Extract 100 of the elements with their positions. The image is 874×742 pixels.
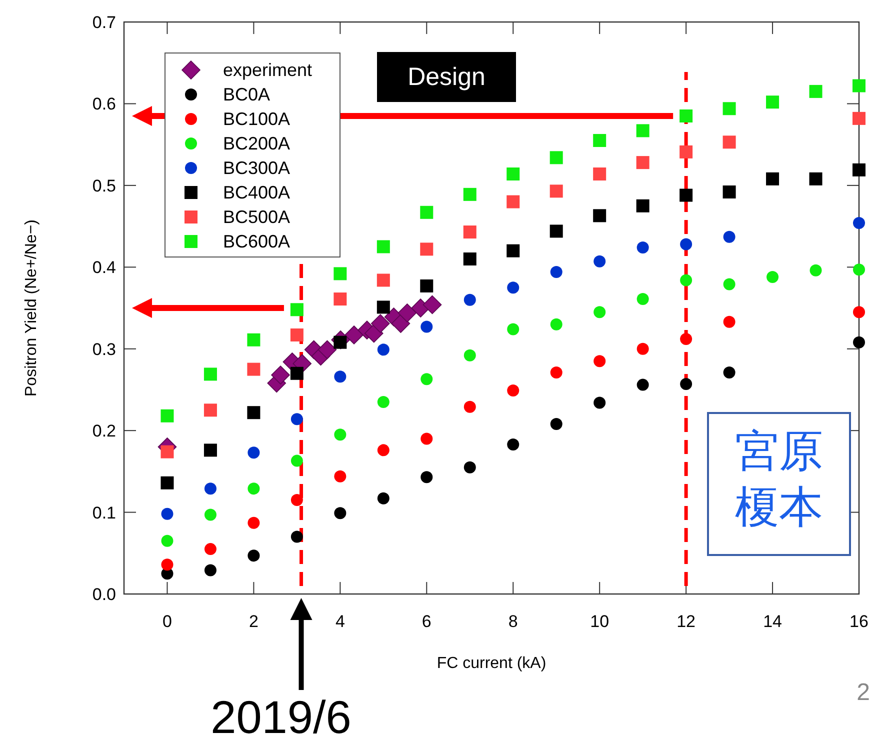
point [247,333,260,346]
point [636,293,649,306]
x-tick-label: 16 [850,612,868,631]
point [594,355,606,368]
point [420,432,433,445]
point [723,230,736,243]
point [398,304,417,322]
point [204,368,217,381]
point [290,494,303,506]
point [376,274,390,287]
legend-label: BC500A [223,207,290,227]
point [334,267,347,280]
point [290,328,304,342]
legend-label: BC100A [223,109,290,129]
point [506,244,520,258]
point [290,454,303,467]
point [161,558,174,571]
point [160,445,174,458]
point [463,252,476,266]
point [204,508,216,521]
point [550,224,563,238]
point [636,342,649,355]
point [636,156,650,170]
text: 2 [856,679,870,706]
x-tick-label: 14 [763,612,782,631]
point [290,366,304,380]
x-tick-label: 8 [508,612,518,631]
point [420,471,433,484]
point [506,167,520,180]
point [334,470,346,482]
y-tick-label: 0.4 [92,258,116,278]
point [507,438,520,450]
legend-label: BC400A [223,182,290,202]
y-tick-label: 0.6 [92,94,116,114]
point [594,255,606,268]
point [809,172,822,186]
legend-label: BC300A [223,158,290,178]
x-tick-label: 10 [590,612,610,631]
point [810,264,822,276]
point [550,418,562,430]
point [722,185,736,198]
point [722,102,736,116]
point [766,172,780,186]
point [722,136,736,149]
point [248,516,260,529]
point [376,240,390,254]
y-tick-label: 0.7 [92,13,116,32]
point [334,507,346,520]
point [391,314,410,333]
point [636,242,649,254]
point [271,366,290,384]
text: 2019/6 [210,691,352,742]
point [594,306,606,318]
point [377,344,390,356]
point [420,279,434,292]
point [247,406,260,420]
point [680,188,693,202]
point [204,564,216,576]
legend-label: BC600A [223,232,290,252]
point [809,84,822,98]
annotation: 宮原 [735,427,823,476]
point [290,530,303,543]
point [377,444,390,456]
point [507,384,520,397]
point [507,282,520,294]
point [248,482,260,495]
point [853,264,865,276]
point [550,318,562,330]
annotation: 榎本 [735,483,823,532]
point [680,378,692,390]
point [852,79,866,92]
point [160,409,174,422]
point [204,482,216,495]
point [723,278,736,290]
x-tick-label: 2 [248,612,258,631]
point [464,294,476,306]
legend-label: BC200A [223,134,290,154]
point [853,306,865,318]
point [420,320,433,333]
point [464,400,476,413]
y-tick-label: 0.1 [92,503,116,522]
point [334,370,346,383]
point [370,314,390,333]
point [161,534,174,547]
legend-label: experiment [223,60,312,80]
point [853,336,865,348]
y-axis-title: Positron Yield (Ne+/Ne−) [23,220,40,396]
point [344,326,364,344]
point [507,323,520,336]
annotation: Design [408,63,486,91]
point [420,206,434,219]
point [636,199,650,212]
point [248,446,260,459]
point [290,303,304,316]
point [420,242,434,256]
point [204,404,217,417]
x-tick-label: 4 [335,612,345,631]
point [680,274,692,286]
point [550,184,563,198]
point [593,134,606,147]
